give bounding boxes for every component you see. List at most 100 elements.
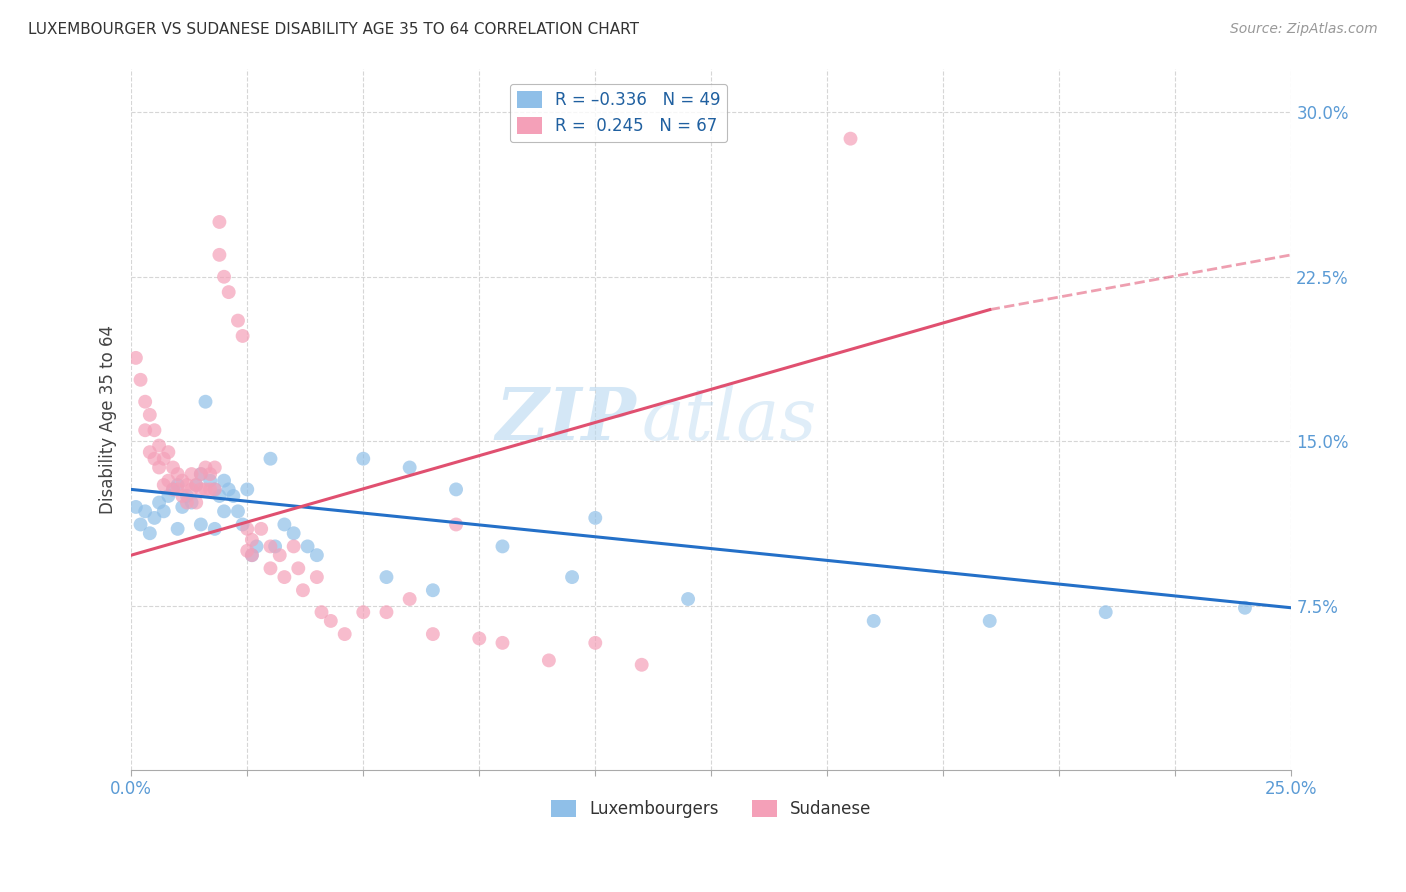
Point [204,483,226,497]
Point [194,460,217,475]
Point [311,605,333,619]
Point [194,483,217,497]
Point [125,500,148,514]
Point [212,474,235,488]
Point [240,548,263,562]
Point [204,483,226,497]
Point [198,483,221,497]
Point [287,561,309,575]
Text: atlas: atlas [641,384,817,455]
Point [139,445,162,459]
Point [180,467,202,481]
Point [176,478,198,492]
Point [204,522,226,536]
Point [218,285,240,299]
Point [129,517,152,532]
Point [180,495,202,509]
Point [232,329,254,343]
Point [166,467,188,481]
Point [305,548,328,562]
Point [152,504,174,518]
Y-axis label: Disability Age 35 to 64: Disability Age 35 to 64 [100,325,117,514]
Point [291,583,314,598]
Point [259,540,281,554]
Point [264,540,287,554]
Point [398,592,420,607]
Point [212,504,235,518]
Point [422,627,444,641]
Point [166,522,188,536]
Point [236,543,259,558]
Point [166,483,188,497]
Point [218,483,240,497]
Point [305,570,328,584]
Point [172,489,194,503]
Point [398,460,420,475]
Point [143,451,166,466]
Point [152,478,174,492]
Point [143,423,166,437]
Point [208,489,231,503]
Text: Source: ZipAtlas.com: Source: ZipAtlas.com [1230,22,1378,37]
Point [236,522,259,536]
Point [259,561,281,575]
Point [162,460,184,475]
Point [561,570,583,584]
Point [1233,600,1256,615]
Point [186,478,208,492]
Point [166,478,188,492]
Point [319,614,342,628]
Point [222,489,245,503]
Point [172,500,194,514]
Point [157,489,180,503]
Point [240,548,263,562]
Legend: Luxembourgers, Sudanese: Luxembourgers, Sudanese [544,793,879,825]
Point [134,504,156,518]
Point [190,483,212,497]
Point [583,636,606,650]
Point [232,517,254,532]
Point [172,474,194,488]
Point [352,451,374,466]
Point [157,474,180,488]
Point [259,451,281,466]
Point [176,489,198,503]
Point [1094,605,1116,619]
Point [129,373,152,387]
Point [143,511,166,525]
Point [186,478,208,492]
Point [375,570,398,584]
Point [537,653,560,667]
Point [250,522,273,536]
Point [468,632,491,646]
Point [139,408,162,422]
Point [190,467,212,481]
Point [444,517,467,532]
Point [630,657,652,672]
Point [422,583,444,598]
Point [491,636,513,650]
Point [148,460,170,475]
Point [236,483,259,497]
Point [226,313,249,327]
Point [134,394,156,409]
Point [198,474,221,488]
Point [194,394,217,409]
Point [444,483,467,497]
Point [148,439,170,453]
Point [152,451,174,466]
Point [176,495,198,509]
Point [226,504,249,518]
Point [839,131,862,145]
Point [212,269,235,284]
Point [297,540,319,554]
Text: LUXEMBOURGER VS SUDANESE DISABILITY AGE 35 TO 64 CORRELATION CHART: LUXEMBOURGER VS SUDANESE DISABILITY AGE … [28,22,640,37]
Text: ZIP: ZIP [495,384,636,455]
Point [583,511,606,525]
Point [148,495,170,509]
Point [862,614,884,628]
Point [676,592,699,607]
Point [269,548,291,562]
Point [491,540,513,554]
Point [283,526,305,541]
